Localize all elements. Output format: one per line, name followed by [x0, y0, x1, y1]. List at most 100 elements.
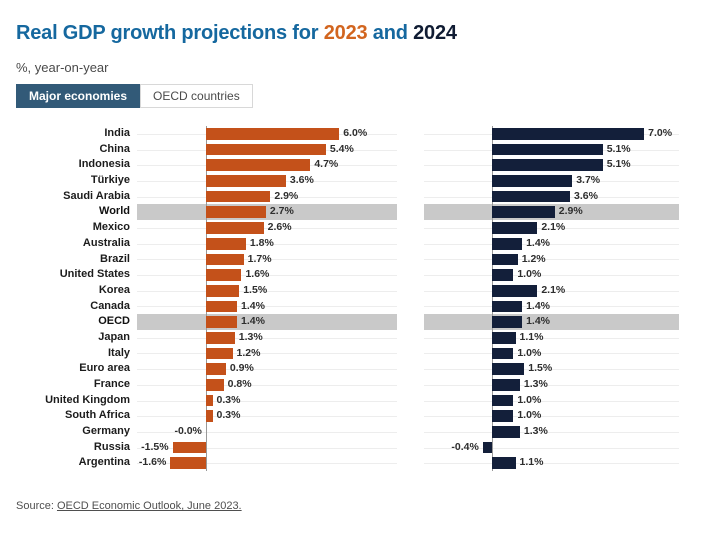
plot-cell-2023: 3.6% — [137, 173, 397, 189]
value-label: 1.0% — [517, 409, 542, 422]
plot-cell-2023: -0.0% — [137, 424, 397, 440]
bar-2024 — [491, 284, 538, 297]
bar-2024 — [491, 300, 523, 313]
plot-cell-2023: 1.5% — [137, 282, 397, 299]
plot-cell-2024: 2.1% — [424, 220, 679, 236]
value-label: 5.4% — [329, 142, 354, 155]
bar-2023 — [172, 441, 206, 454]
chart-row: South Africa 0.3% 1.0% — [16, 408, 679, 425]
bar-2023 — [205, 300, 237, 313]
chart-row: Indonesia 4.7% 5.1% — [16, 157, 679, 174]
plot-cell-2024: 1.3% — [424, 377, 679, 393]
value-label: -0.4% — [451, 440, 479, 453]
value-label: 1.5% — [243, 283, 268, 296]
plot-cell-2024: 3.6% — [424, 188, 679, 205]
plot-cell-2024: 1.0% — [424, 392, 679, 409]
source-note: Source: OECD Economic Outlook, June 2023… — [16, 500, 242, 512]
value-label: 0.8% — [227, 378, 252, 390]
bar-2023 — [205, 379, 224, 391]
value-label: 1.2% — [236, 346, 261, 359]
chart-row: United States 1.6% 1.0% — [16, 267, 679, 283]
bar-2024 — [491, 175, 573, 187]
value-label: 1.4% — [241, 315, 265, 328]
bar-2024 — [491, 426, 520, 438]
chart-tabs: Major economies OECD countries — [16, 84, 253, 108]
chart-gap — [397, 330, 424, 346]
plot-cell-2023: 0.3% — [137, 408, 397, 425]
plot-cell-2023: 5.4% — [137, 141, 397, 158]
plot-cell-2024: 2.1% — [424, 282, 679, 299]
country-label: Canada — [90, 299, 130, 312]
country-label: Japan — [98, 330, 130, 343]
plot-cell-2023: 2.7% — [137, 204, 397, 221]
bar-2023 — [205, 269, 242, 281]
bar-2024 — [491, 379, 520, 391]
bar-2024 — [482, 441, 492, 454]
value-label: 1.4% — [526, 236, 550, 249]
value-label: 0.3% — [216, 393, 241, 406]
chart-row: China 5.4% 5.1% — [16, 141, 679, 158]
value-label: 1.1% — [519, 456, 544, 469]
value-label: 4.7% — [314, 158, 339, 171]
country-label: India — [104, 127, 130, 139]
chart-gap — [397, 361, 424, 377]
source-link[interactable]: OECD Economic Outlook, June 2023. — [56, 500, 242, 512]
chart-gap — [397, 283, 424, 299]
value-label: 6.0% — [343, 127, 368, 139]
chart-row: Germany -0.0% 1.3% — [16, 424, 679, 440]
chart-gap — [397, 204, 424, 220]
chart-gap — [397, 267, 424, 283]
bar-2024 — [491, 159, 603, 172]
chart-row: France 0.8% 1.3% — [16, 377, 679, 393]
value-label: 0.3% — [216, 409, 241, 422]
bar-2023 — [205, 190, 271, 203]
value-label: 1.6% — [245, 268, 270, 281]
zero-axis-line — [205, 439, 207, 456]
plot-cell-2024: 3.7% — [424, 173, 679, 189]
chart-row: Mexico 2.6% 2.1% — [16, 220, 679, 236]
value-label: 1.1% — [519, 330, 544, 343]
chart-row: Russia -1.5% -0.4% — [16, 439, 679, 456]
bar-2023 — [205, 143, 326, 156]
country-label: Mexico — [92, 221, 130, 234]
bar-2024 — [491, 316, 523, 328]
plot-cell-2023: 0.3% — [137, 392, 397, 409]
tab-major-economies[interactable]: Major economies — [16, 84, 141, 108]
bar-2023 — [205, 175, 286, 187]
value-label: 2.6% — [267, 221, 292, 234]
chart-row: Japan 1.3% 1.1% — [16, 329, 679, 346]
plot-cell-2023: 1.2% — [137, 345, 397, 362]
country-label: World — [99, 205, 130, 218]
chart-gap — [397, 408, 424, 424]
country-label: Indonesia — [78, 158, 130, 171]
tab-oecd-countries[interactable]: OECD countries — [140, 84, 253, 108]
plot-cell-2024: 7.0% — [424, 126, 679, 142]
plot-cell-2024: 1.5% — [424, 361, 679, 377]
bar-2024 — [491, 237, 523, 250]
plot-cell-2024: 1.4% — [424, 314, 679, 330]
chart-gap — [397, 252, 424, 268]
plot-cell-2023: 2.6% — [137, 220, 397, 236]
plot-cell-2024: 1.0% — [424, 267, 679, 283]
chart-row: Italy 1.2% 1.0% — [16, 345, 679, 362]
chart-gap — [397, 236, 424, 252]
chart-gap — [397, 157, 424, 173]
value-label: 1.7% — [247, 252, 272, 265]
chart-gap — [397, 189, 424, 205]
country-label: Argentina — [78, 456, 130, 469]
plot-cell-2024: 2.9% — [424, 204, 679, 221]
value-label: -1.5% — [141, 440, 169, 453]
country-label: China — [99, 142, 130, 155]
plot-cell-2024: 1.2% — [424, 251, 679, 268]
value-label: 1.3% — [523, 425, 548, 438]
bar-2023 — [205, 347, 233, 360]
value-label: 1.0% — [517, 346, 542, 359]
plot-cell-2024: 5.1% — [424, 141, 679, 158]
plot-cell-2024: 1.1% — [424, 455, 679, 472]
plot-cell-2024: 1.1% — [424, 329, 679, 346]
plot-cell-2024: 1.3% — [424, 424, 679, 440]
chart-gap — [397, 455, 424, 471]
value-label: 1.4% — [526, 315, 550, 328]
chart-row: United Kingdom 0.3% 1.0% — [16, 392, 679, 409]
value-label: 2.7% — [269, 205, 294, 218]
